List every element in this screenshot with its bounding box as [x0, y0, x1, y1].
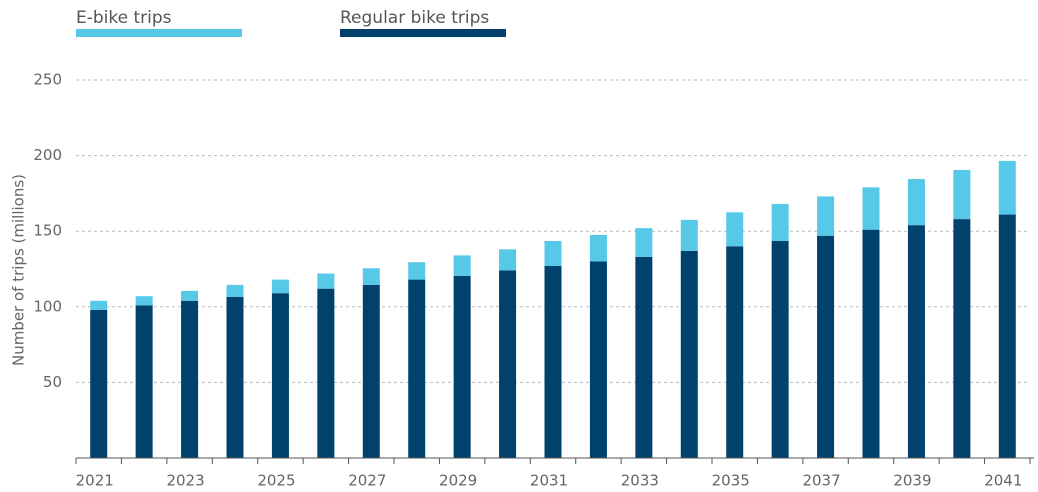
x-tick-label: 2023: [166, 472, 204, 490]
bar-segment: [726, 246, 744, 458]
bar-segment: [271, 293, 289, 458]
bar-segment: [181, 300, 199, 458]
y-tick-label: 150: [33, 222, 62, 240]
bar-segment: [181, 290, 199, 301]
bar-segment: [998, 160, 1016, 215]
bar-segment: [544, 241, 562, 266]
bar-segment: [90, 309, 108, 458]
bar-segment: [271, 279, 289, 294]
bar-segment: [680, 250, 698, 458]
x-tick-label: 2029: [439, 472, 477, 490]
bar-segment: [953, 169, 971, 220]
bar-segment: [589, 261, 607, 458]
x-tick-label: 2031: [530, 472, 568, 490]
bar-segment: [998, 214, 1016, 458]
x-tick-label: 2021: [76, 472, 114, 490]
bar-segment: [453, 275, 471, 458]
bar-segment: [635, 256, 653, 458]
bar-segment: [135, 305, 153, 458]
legend-label: Regular bike trips: [340, 8, 489, 28]
bar-segment: [862, 187, 880, 230]
bar-segment: [226, 284, 244, 297]
bar-segment: [317, 288, 335, 458]
x-tick-label: 2037: [802, 472, 840, 490]
bar-segment: [317, 273, 335, 289]
bar-segment: [362, 284, 380, 458]
bar-segment: [817, 235, 835, 458]
x-tick-label: 2039: [893, 472, 931, 490]
bar-segment: [408, 279, 426, 458]
y-axis-label: Number of trips (millions): [10, 174, 28, 366]
bar-segment: [953, 219, 971, 458]
x-tick-label: 2033: [621, 472, 659, 490]
bar-segment: [907, 179, 925, 226]
bar-segment: [771, 241, 789, 458]
bar-segment: [499, 270, 517, 458]
x-tick-label: 2035: [712, 472, 750, 490]
bar-segment: [499, 249, 517, 271]
x-tick-label: 2027: [348, 472, 386, 490]
legend-label: E-bike trips: [76, 8, 172, 28]
bar-segment: [90, 300, 108, 310]
bar-segment: [589, 234, 607, 262]
legend-swatch: [340, 29, 506, 37]
bar-segment: [817, 196, 835, 236]
bar-segment: [726, 212, 744, 247]
bar-segment: [226, 296, 244, 458]
x-tick-label: 2041: [984, 472, 1022, 490]
bar-segment: [544, 265, 562, 458]
bar-segment: [680, 219, 698, 251]
legend-swatch: [76, 29, 242, 37]
y-tick-label: 50: [43, 373, 62, 391]
y-tick-label: 100: [33, 297, 62, 315]
x-tick-label: 2025: [257, 472, 295, 490]
bar-segment: [907, 225, 925, 458]
bar-segment: [862, 229, 880, 458]
y-tick-label: 200: [33, 146, 62, 164]
bar-segment: [135, 296, 153, 306]
bar-segment: [453, 255, 471, 276]
y-tick-label: 250: [33, 71, 62, 89]
bar-segment: [362, 268, 380, 285]
bar-segment: [408, 262, 426, 280]
bar-segment: [635, 228, 653, 257]
bar-segment: [771, 203, 789, 242]
